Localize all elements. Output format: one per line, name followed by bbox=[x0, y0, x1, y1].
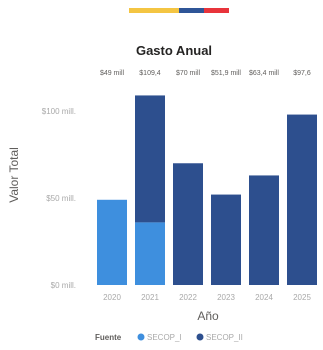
y-axis: $0 mill. $50 mill. $100 mill. bbox=[42, 107, 76, 290]
data-label-2021: $109,4 bbox=[139, 70, 161, 77]
data-label-2025: $97,6 bbox=[293, 70, 311, 77]
y-tick-label: $100 mill. bbox=[42, 107, 76, 116]
bar-2025-secop-ii bbox=[287, 114, 317, 285]
flag-stripe bbox=[179, 8, 204, 13]
legend: Fuente SECOP_I SECOP_II bbox=[95, 333, 243, 342]
x-tick-label: 2024 bbox=[255, 293, 273, 302]
data-label-2023: $51,9 mill bbox=[211, 70, 241, 77]
legend-label-secop-i: SECOP_I bbox=[147, 333, 182, 342]
header-color-flag bbox=[129, 8, 229, 13]
bars bbox=[97, 95, 317, 285]
x-axis: 2020 2021 2022 2023 2024 2025 bbox=[103, 293, 311, 302]
flag-stripe bbox=[129, 8, 179, 13]
x-tick-label: 2025 bbox=[293, 293, 311, 302]
flag-stripe bbox=[204, 8, 229, 13]
bar-2021-secop-i bbox=[135, 222, 165, 285]
legend-marker-secop-i bbox=[137, 333, 145, 341]
y-axis-title: Valor Total bbox=[7, 147, 21, 203]
y-tick-label: $0 mill. bbox=[51, 281, 76, 290]
legend-marker-secop-ii bbox=[196, 333, 204, 341]
x-tick-label: 2021 bbox=[141, 293, 159, 302]
legend-label-secop-ii: SECOP_II bbox=[206, 333, 243, 342]
data-labels: $49 mill $109,4 $70 mill $51,9 mill $63,4 mi… bbox=[100, 70, 311, 77]
chart-title: Gasto Anual bbox=[136, 43, 212, 58]
x-tick-label: 2022 bbox=[179, 293, 197, 302]
bar-2020-secop-i bbox=[97, 199, 127, 285]
data-label-2020: $49 mill bbox=[100, 70, 125, 77]
x-tick-label: 2020 bbox=[103, 293, 121, 302]
y-tick-label: $50 mill. bbox=[46, 194, 76, 203]
x-tick-label: 2023 bbox=[217, 293, 235, 302]
bar-2024-secop-ii bbox=[249, 175, 279, 285]
data-label-2024: $63,4 mill bbox=[249, 70, 279, 77]
bar-2023-secop-ii bbox=[211, 194, 241, 285]
bar-2022-secop-ii bbox=[173, 163, 203, 285]
legend-title: Fuente bbox=[95, 333, 122, 342]
data-label-2022: $70 mill bbox=[176, 70, 201, 77]
x-axis-title: Año bbox=[197, 309, 219, 323]
bar-2021-secop-ii bbox=[135, 95, 165, 223]
